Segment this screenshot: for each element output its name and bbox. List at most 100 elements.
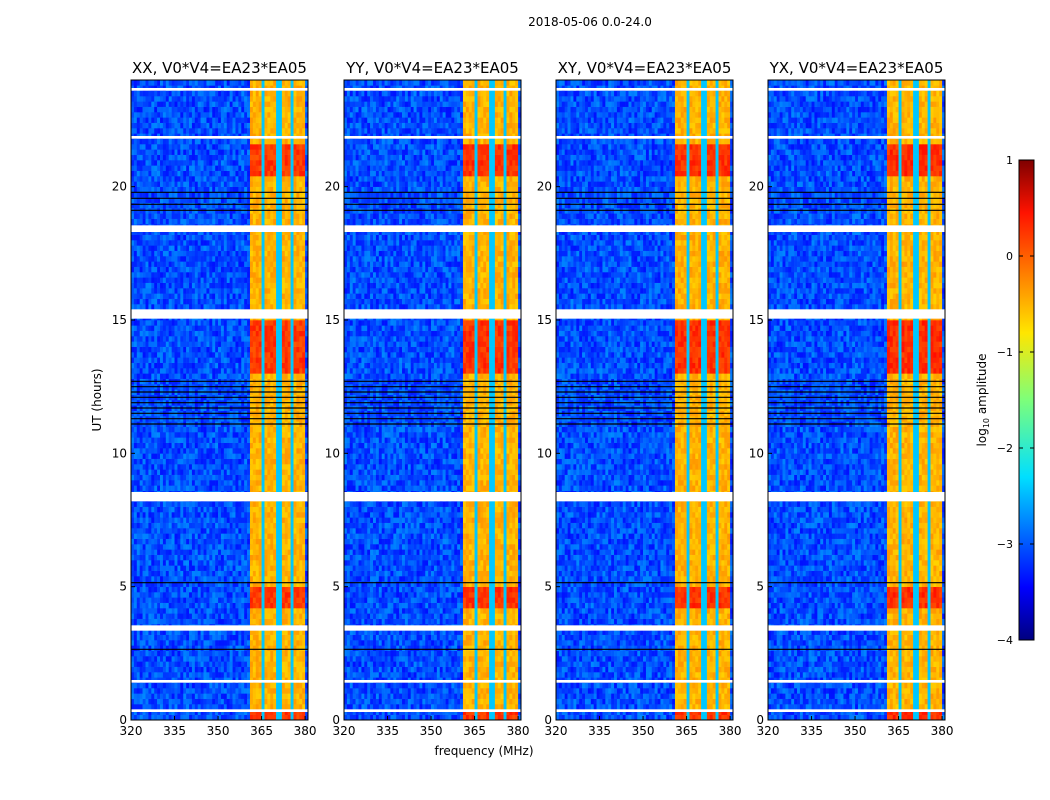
heatmap-cell — [302, 565, 306, 571]
heatmap-cell — [171, 432, 175, 438]
heatmap-cell — [151, 544, 155, 550]
heatmap-cell — [249, 288, 254, 294]
heatmap-cell — [302, 538, 306, 545]
heatmap-cell — [183, 320, 187, 326]
heatmap-cell — [284, 362, 288, 369]
heatmap-cell — [168, 533, 172, 539]
heatmap-cell — [258, 554, 262, 561]
heatmap-cell — [278, 336, 283, 342]
heatmap-cell — [209, 341, 213, 347]
heatmap-cell — [290, 522, 294, 529]
heatmap-cell — [284, 586, 288, 593]
heatmap-cell — [226, 666, 230, 673]
heatmap-cell — [223, 282, 228, 289]
heatmap-cell — [293, 688, 297, 694]
heatmap-cell — [287, 512, 291, 518]
heatmap-cell — [238, 581, 242, 587]
heatmap-cell — [131, 480, 135, 486]
heatmap-cell — [302, 602, 306, 609]
heatmap-cell — [281, 480, 286, 486]
heatmap-cell — [255, 704, 259, 710]
heatmap-cell — [171, 288, 175, 294]
heatmap-cell — [290, 362, 294, 369]
heatmap-cell — [174, 298, 178, 305]
heatmap-cell — [276, 330, 280, 337]
heatmap-cell — [220, 560, 225, 566]
heatmap-cell — [194, 597, 199, 603]
heatmap-cell — [223, 704, 228, 710]
heatmap-cell — [194, 576, 199, 582]
heatmap-cell — [247, 485, 251, 491]
heatmap-cell — [168, 613, 172, 619]
heatmap-cell — [220, 554, 225, 561]
heatmap-cell — [261, 581, 265, 587]
heatmap-cell — [180, 570, 184, 577]
heatmap-cell — [220, 293, 225, 299]
heatmap-cell — [247, 352, 251, 358]
heatmap-cell — [278, 538, 283, 545]
heatmap-cell — [177, 485, 181, 491]
heatmap-cell — [142, 565, 146, 571]
heatmap-cell — [177, 618, 181, 625]
heatmap-cell — [276, 485, 280, 491]
heatmap-cell — [278, 432, 283, 438]
heatmap-cell — [255, 368, 259, 374]
heatmap-cell — [183, 661, 187, 667]
heatmap-cell — [160, 586, 164, 593]
heatmap-cell — [287, 464, 291, 470]
heatmap-cell — [241, 688, 245, 694]
heatmap-cell — [203, 640, 207, 646]
heatmap-cell — [261, 672, 265, 678]
heatmap-cell — [177, 320, 181, 326]
heatmap-cell — [281, 320, 286, 326]
heatmap-cell — [281, 336, 286, 342]
heatmap-cell — [131, 618, 135, 625]
heatmap-cell — [244, 293, 248, 299]
heatmap-cell — [151, 469, 155, 475]
heatmap-cell — [177, 437, 181, 443]
heatmap-cell — [235, 640, 239, 646]
heatmap-cell — [200, 570, 204, 577]
heatmap-cell — [229, 602, 233, 609]
heatmap-cell — [180, 464, 184, 470]
heatmap-cell — [194, 362, 199, 369]
heatmap-cell — [165, 373, 170, 379]
heatmap-cell — [261, 528, 265, 534]
heatmap-cell — [287, 517, 291, 523]
heatmap-cell — [200, 512, 204, 518]
heatmap-cell — [244, 304, 248, 310]
heatmap-cell — [258, 298, 262, 305]
heatmap-cell — [258, 522, 262, 529]
heatmap-cell — [241, 373, 245, 379]
heatmap-cell — [296, 458, 300, 465]
heatmap-cell — [174, 528, 178, 534]
heatmap-cell — [151, 586, 155, 593]
heatmap-cell — [276, 698, 280, 705]
heatmap-cell — [165, 602, 170, 609]
heatmap-cell — [305, 597, 309, 603]
heatmap-cell — [284, 304, 288, 310]
heatmap-cell — [191, 650, 196, 657]
heatmap-cell — [209, 693, 213, 699]
heatmap-cell — [223, 437, 228, 443]
heatmap-cell — [235, 554, 239, 561]
heatmap-cell — [160, 426, 164, 433]
heatmap-cell — [189, 533, 193, 539]
heatmap-cell — [229, 586, 233, 593]
heatmap-cell — [226, 464, 230, 470]
heatmap-cell — [258, 368, 262, 374]
heatmap-cell — [235, 357, 239, 363]
heatmap-cell — [151, 336, 155, 342]
heatmap-cell — [235, 362, 239, 369]
heatmap-cell — [168, 469, 172, 475]
heatmap-cell — [249, 714, 254, 721]
heatmap-cell — [177, 480, 181, 486]
heatmap-cell — [276, 618, 280, 625]
heatmap-cell — [171, 282, 175, 289]
heatmap-cell — [305, 485, 309, 491]
heatmap-cell — [287, 501, 291, 507]
heatmap-cell — [180, 560, 184, 566]
heatmap-cell — [151, 602, 155, 609]
heatmap-cell — [177, 357, 181, 363]
heatmap-cell — [299, 501, 303, 507]
